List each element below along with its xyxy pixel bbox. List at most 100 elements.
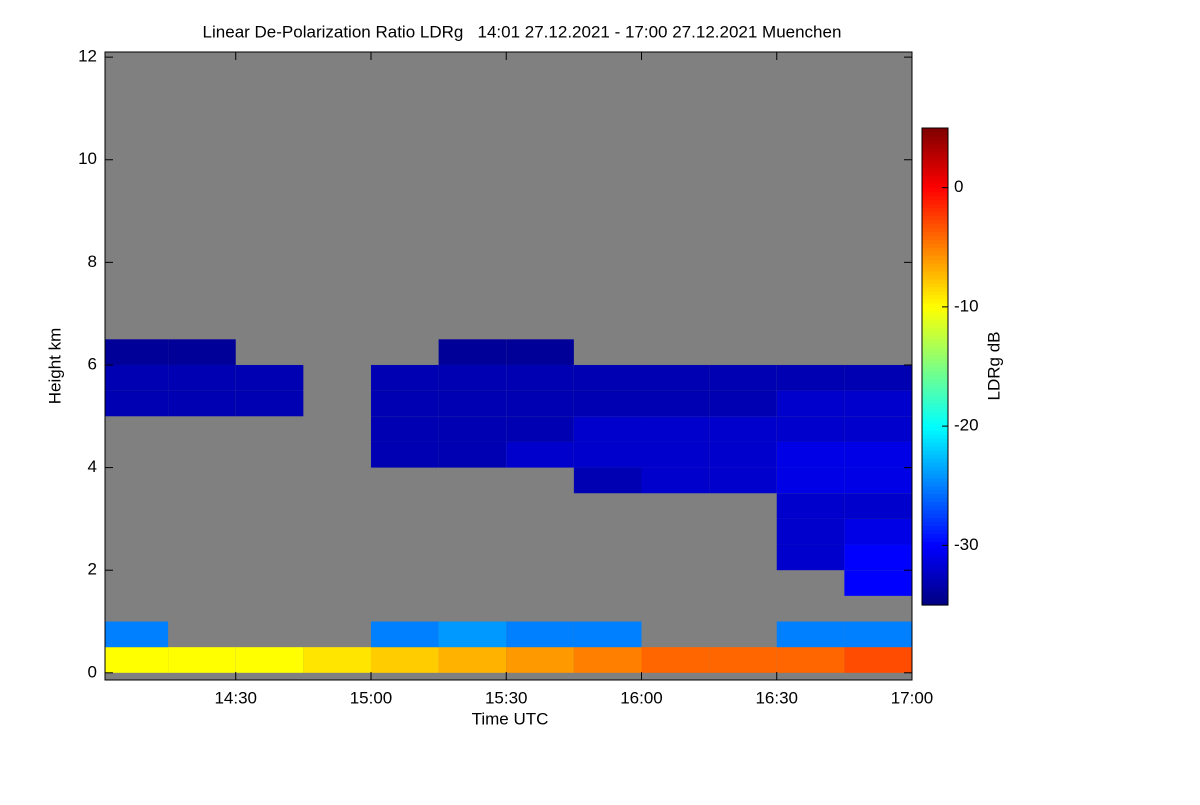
- chart-title: Linear De-Polarization Ratio LDRg 14:01 …: [203, 22, 842, 41]
- y-tick-label: 12: [78, 47, 97, 66]
- colorbar-swatch: [922, 449, 948, 455]
- colorbar-swatch: [922, 302, 948, 308]
- colorbar-swatch: [922, 179, 948, 185]
- x-tick-label: 15:00: [350, 688, 393, 707]
- colorbar-swatch: [922, 465, 948, 471]
- colorbar-swatch: [922, 525, 948, 531]
- heatmap-cell: [709, 390, 777, 417]
- colorbar-swatch: [922, 374, 948, 380]
- heatmap-cell: [506, 647, 574, 673]
- colorbar-swatch: [922, 159, 948, 165]
- colorbar-swatch: [922, 314, 948, 320]
- colorbar-swatch: [922, 135, 948, 141]
- heatmap-cell: [438, 441, 507, 468]
- heatmap-cell: [776, 416, 845, 442]
- colorbar-frame: [921, 127, 949, 606]
- colorbar-swatch: [922, 338, 948, 344]
- heatmap-cell: [709, 441, 777, 468]
- colorbar-swatch: [922, 267, 948, 272]
- colorbar-swatch: [922, 203, 948, 209]
- heatmap-cell: [573, 364, 642, 391]
- colorbar-swatch: [922, 485, 948, 491]
- colorbar-swatch: [922, 497, 948, 503]
- colorbar-swatch: [922, 565, 948, 570]
- colorbar-swatch: [922, 585, 948, 590]
- colorbar-swatch: [922, 473, 948, 479]
- colorbar-swatch: [922, 215, 948, 221]
- colorbar-swatch: [922, 509, 948, 515]
- heatmap-cell: [506, 364, 574, 391]
- heatmap-cell: [844, 364, 912, 391]
- heatmap-cell: [641, 416, 710, 442]
- heatmap-cell: [370, 390, 439, 417]
- colorbar-swatch: [922, 589, 948, 594]
- y-tick-label: 8: [88, 252, 97, 271]
- colorbar-swatch: [922, 147, 948, 153]
- colorbar-swatch: [922, 231, 948, 236]
- colorbar-swatch: [922, 171, 948, 177]
- y-tick-label: 2: [88, 560, 97, 579]
- y-tick-label: 6: [88, 354, 97, 373]
- heatmap-cell: [844, 467, 912, 494]
- heatmap-cell: [709, 647, 777, 673]
- heatmap-cell: [303, 647, 371, 673]
- colorbar-swatch: [922, 529, 948, 535]
- colorbar-swatch: [922, 493, 948, 499]
- colorbar-swatch: [922, 438, 948, 443]
- colorbar-swatch: [922, 322, 948, 328]
- colorbar-swatch: [922, 593, 948, 598]
- colorbar-swatch: [922, 549, 948, 554]
- heatmap-cell: [776, 621, 845, 648]
- heatmap-cell: [105, 339, 169, 365]
- colorbar-swatch: [922, 263, 948, 268]
- y-tick-label: 4: [88, 457, 97, 476]
- colorbar-swatch: [922, 581, 948, 586]
- heatmap-cell: [776, 390, 845, 417]
- colorbar-swatch: [922, 167, 948, 173]
- colorbar-swatch: [922, 410, 948, 415]
- heatmap-cell: [641, 467, 710, 494]
- colorbar-swatch: [922, 128, 948, 133]
- colorbar-swatch: [922, 330, 948, 336]
- colorbar-swatch: [922, 370, 948, 376]
- heatmap-cell: [573, 621, 642, 648]
- heatmap-cell: [105, 390, 169, 417]
- heatmap-cell: [168, 390, 236, 417]
- colorbar-swatch: [922, 151, 948, 157]
- heatmap-cell: [573, 647, 642, 673]
- heatmap-cell: [709, 467, 777, 494]
- colorbar-swatch: [922, 211, 948, 217]
- heatmap-cell: [844, 493, 912, 519]
- x-tick-label: 16:30: [755, 688, 798, 707]
- heatmap-cell: [370, 441, 439, 468]
- colorbar-swatch: [922, 505, 948, 511]
- heatmap-cell: [235, 364, 304, 391]
- heatmap-cell: [168, 647, 236, 673]
- x-tick-label: 14:30: [214, 688, 257, 707]
- colorbar-swatch: [922, 569, 948, 574]
- heatmap-cell: [844, 416, 912, 442]
- colorbar-swatch: [922, 430, 948, 435]
- colorbar-swatch: [922, 243, 948, 248]
- colorbar-swatch: [922, 131, 948, 137]
- colorbar-swatch: [922, 275, 948, 280]
- colorbar-swatch: [922, 223, 948, 228]
- colorbar-swatch: [922, 418, 948, 423]
- colorbar-swatch: [922, 354, 948, 360]
- plot-area: [105, 52, 912, 680]
- heatmap-cell: [438, 621, 507, 648]
- colorbar-swatch: [922, 541, 948, 546]
- colorbar-swatch: [922, 163, 948, 169]
- colorbar-swatch: [922, 406, 948, 411]
- colorbar-swatch: [922, 414, 948, 419]
- colorbar-swatch: [922, 390, 948, 395]
- heatmap-cell: [235, 390, 304, 417]
- heatmap-cell: [506, 416, 574, 442]
- heatmap-cell: [844, 544, 912, 571]
- x-tick-label: 17:00: [891, 688, 934, 707]
- x-tick-label: 15:30: [485, 688, 528, 707]
- y-tick-label: 10: [78, 149, 97, 168]
- heatmap-cell: [844, 390, 912, 417]
- colorbar-swatch: [922, 235, 948, 240]
- colorbar-swatch: [922, 366, 948, 372]
